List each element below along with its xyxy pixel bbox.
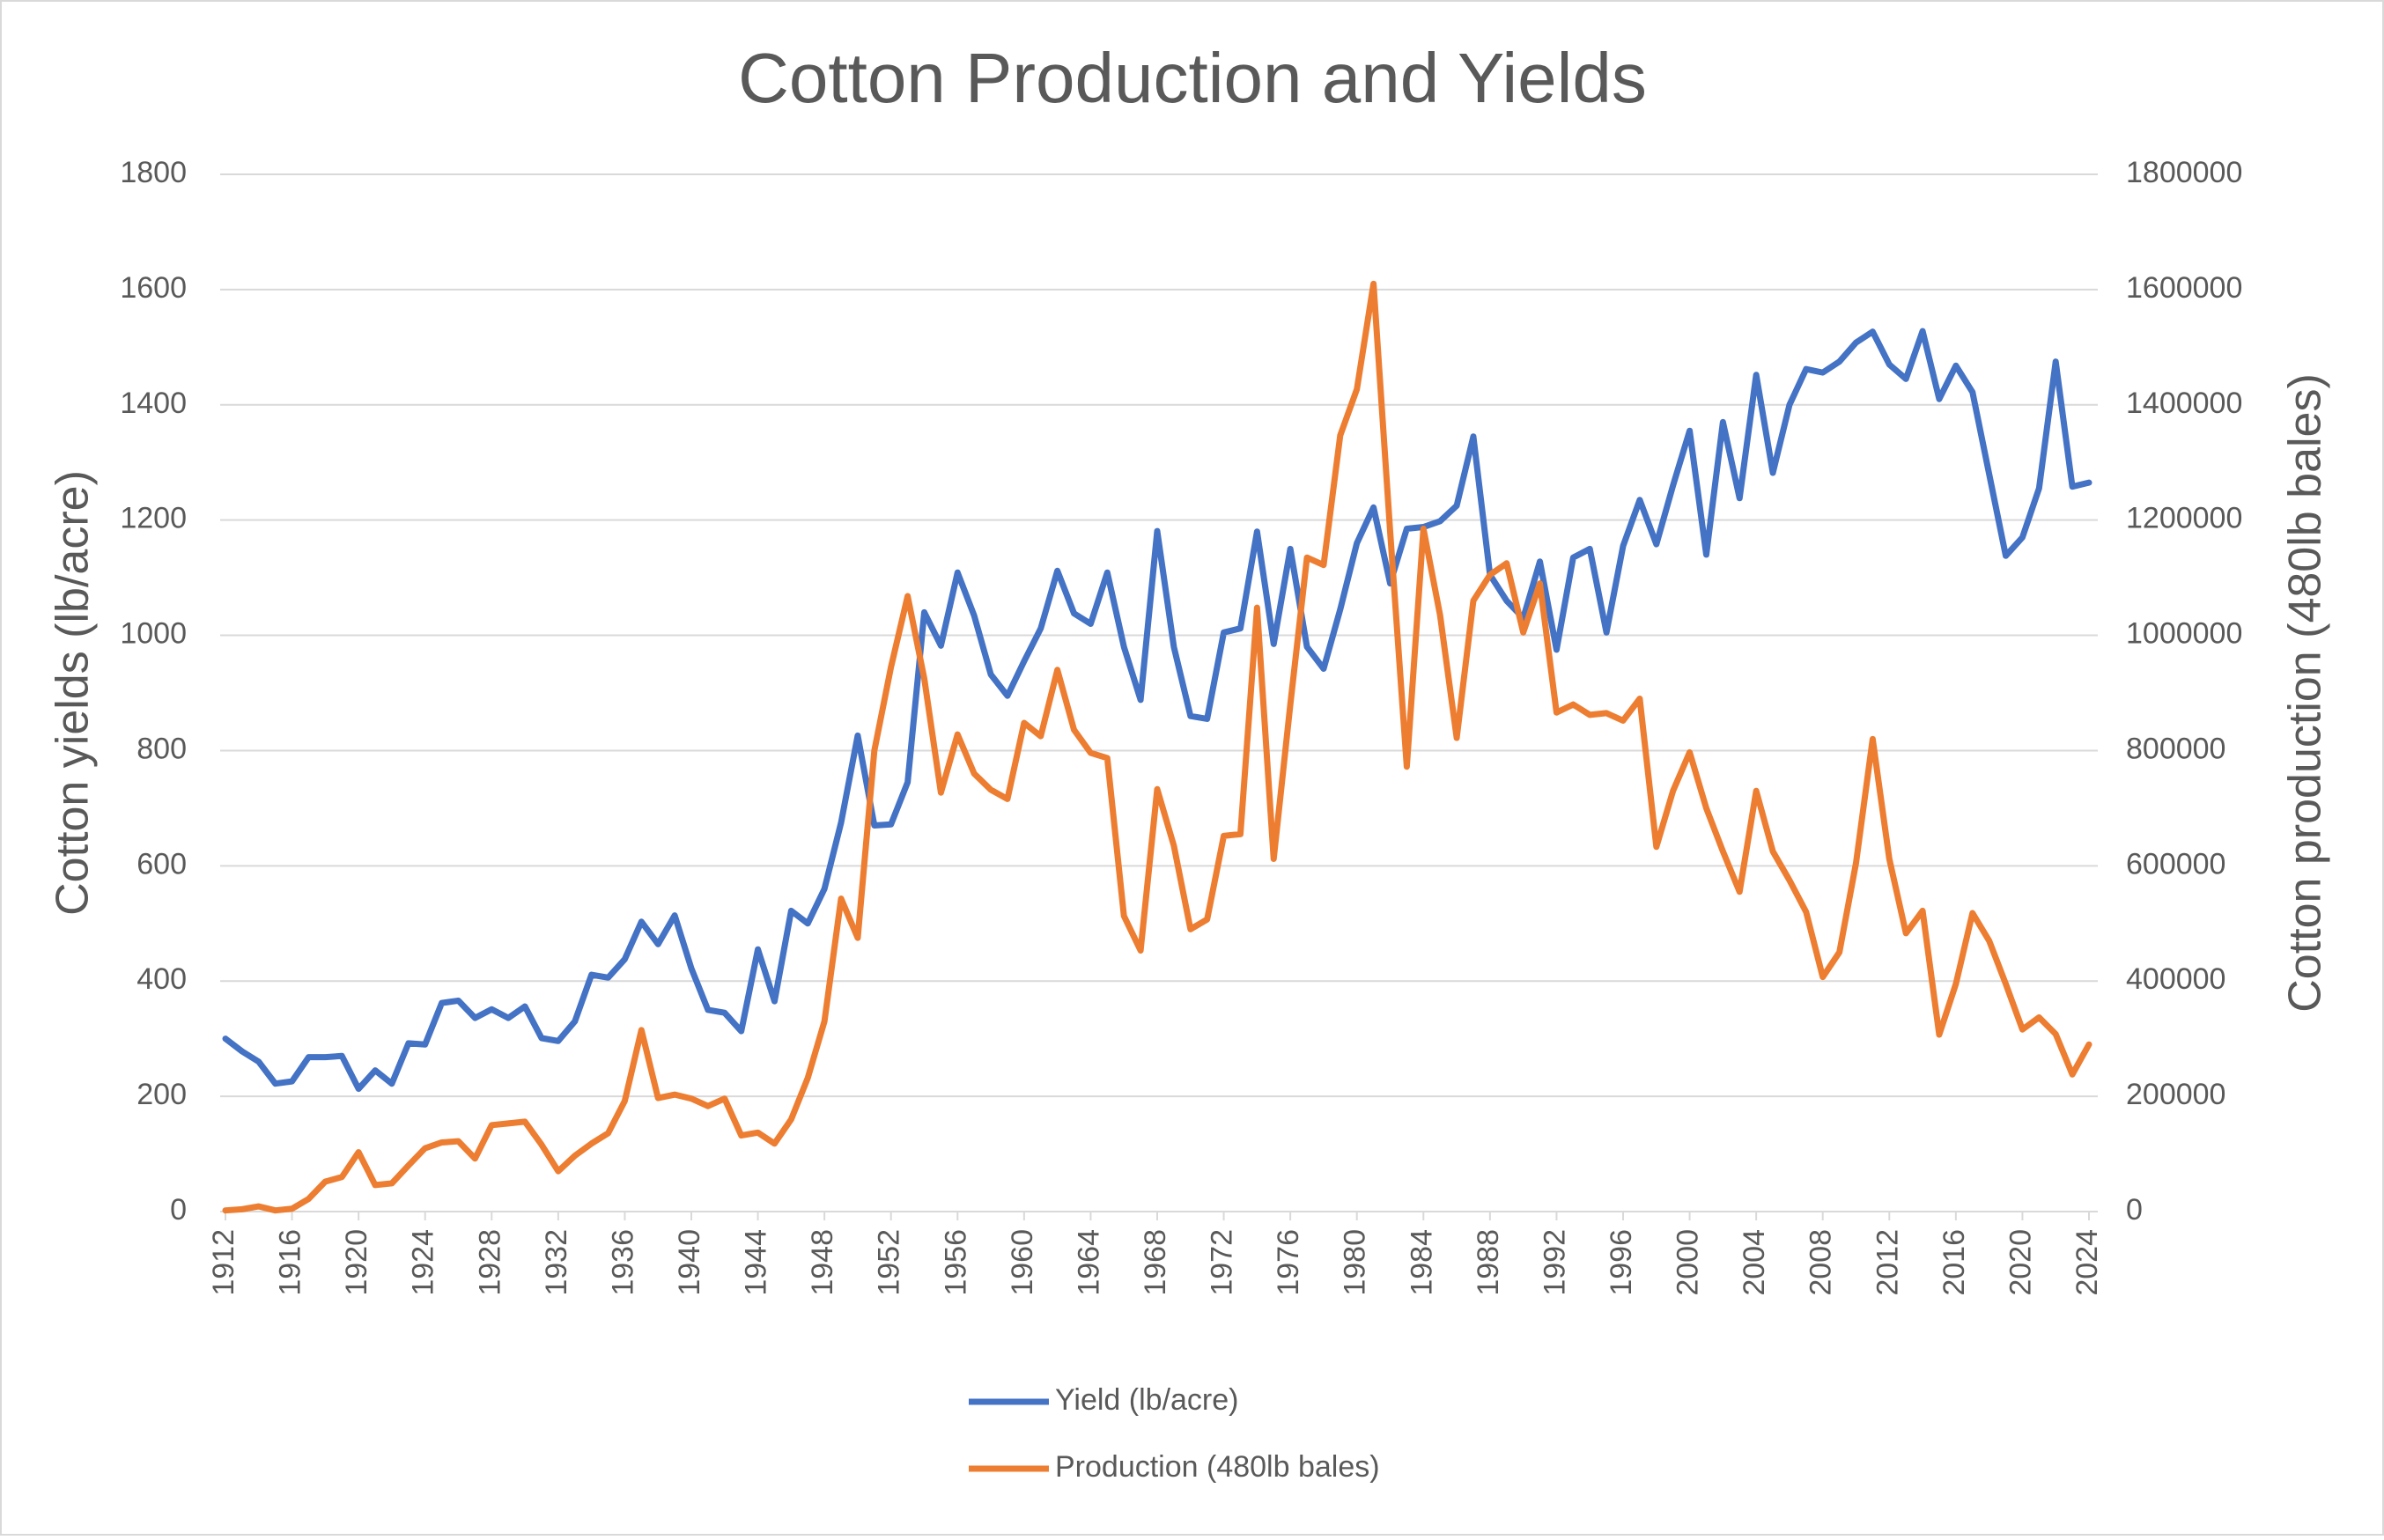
y2-tick-label: 1000000	[2126, 617, 2242, 651]
x-tick-label: 1928	[473, 1229, 506, 1296]
x-tick-label: 1996	[1605, 1229, 1638, 1296]
x-tick-label: 1984	[1405, 1229, 1438, 1296]
x-tick-label: 1968	[1139, 1229, 1172, 1296]
y-tick-label: 600	[137, 847, 187, 881]
x-tick-label: 1940	[673, 1229, 706, 1296]
y2-tick-label: 800000	[2126, 732, 2225, 765]
y-tick-label: 400	[137, 962, 187, 996]
x-tick-label: 1980	[1339, 1229, 1372, 1296]
series-line	[222, 328, 2092, 1093]
x-tick-label: 2016	[1937, 1229, 1971, 1296]
x-tick-label: 2020	[2004, 1229, 2037, 1296]
x-tick-label: 1972	[1206, 1229, 1239, 1296]
y-tick-label: 1200	[120, 502, 187, 535]
y2-tick-label: 1600000	[2126, 271, 2242, 305]
x-tick-label: 2004	[1738, 1229, 1771, 1296]
legend-label: Production (480lb bales)	[1055, 1450, 1380, 1484]
x-tick-label: 1992	[1538, 1229, 1571, 1296]
y2-tick-label: 200000	[2126, 1078, 2225, 1111]
x-tick-label: 1956	[939, 1229, 972, 1296]
x-tick-label: 2000	[1672, 1229, 1705, 1296]
y2-tick-label: 600000	[2126, 847, 2225, 881]
x-tick-label: 1944	[740, 1229, 773, 1296]
x-tick-label: 1948	[806, 1229, 839, 1296]
y-axis-title: Cotton yields (lb/acre)	[48, 470, 99, 916]
legend-label: Yield (lb/acre)	[1055, 1383, 1238, 1417]
x-tick-label: 1916	[274, 1229, 307, 1296]
y2-tick-label: 1200000	[2126, 502, 2242, 535]
y2-tick-label: 400000	[2126, 962, 2225, 996]
y-tick-label: 0	[170, 1193, 187, 1227]
x-tick-label: 2024	[2070, 1229, 2104, 1296]
x-tick-label: 1924	[407, 1229, 440, 1296]
x-tick-label: 1936	[606, 1229, 639, 1296]
y2-tick-label: 1400000	[2126, 387, 2242, 420]
y-tick-label: 800	[137, 732, 187, 765]
x-tick-label: 1988	[1472, 1229, 1505, 1296]
y-tick-label: 1000	[120, 617, 187, 651]
x-tick-label: 1932	[540, 1229, 573, 1296]
x-tick-label: 2008	[1805, 1229, 1838, 1296]
x-tick-label: 2012	[1871, 1229, 1904, 1296]
x-tick-label: 1952	[873, 1229, 906, 1296]
y-tick-label: 1800	[120, 156, 187, 189]
x-tick-label: 1912	[207, 1229, 240, 1296]
y2-axis-title: Cotton production (480lb bales)	[2280, 373, 2331, 1013]
chart-title: Cotton Production and Yields	[738, 39, 1647, 117]
y2-tick-label: 1800000	[2126, 156, 2242, 189]
x-tick-label: 1920	[340, 1229, 373, 1296]
y2-tick-label: 0	[2126, 1193, 2143, 1227]
series-line	[222, 280, 2092, 1214]
x-tick-label: 1964	[1072, 1229, 1105, 1296]
x-tick-label: 1976	[1272, 1229, 1305, 1296]
y-tick-label: 1600	[120, 271, 187, 305]
y-tick-label: 1400	[120, 387, 187, 420]
y-tick-label: 200	[137, 1078, 187, 1111]
x-tick-label: 1960	[1006, 1229, 1039, 1296]
